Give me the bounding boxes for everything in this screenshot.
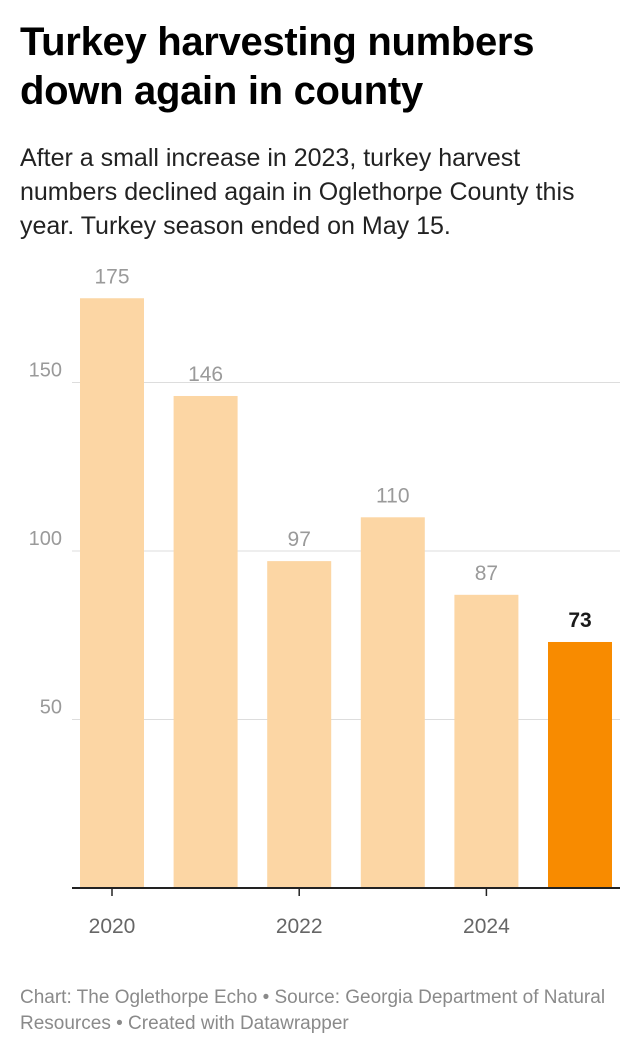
chart-footer: Chart: The Oglethorpe Echo • Source: Geo… (20, 987, 606, 1034)
chart-subtitle: After a small increase in 2023, turkey h… (20, 144, 575, 240)
y-tick-label: 50 (40, 697, 62, 719)
bar-chart: 50 100 150 175 146 97 110 87 73 2020 2022 2024 (29, 265, 620, 938)
chart-title: Turkey harvesting numbers down again in … (20, 20, 535, 113)
bar (173, 395, 238, 888)
bar-value-label: 87 (475, 562, 498, 585)
x-tick-label: 2024 (463, 915, 510, 938)
bar-value-label: 146 (188, 363, 223, 386)
bar (80, 298, 144, 888)
y-tick-label: 150 (29, 360, 62, 382)
x-tick-label: 2020 (89, 915, 136, 938)
bar-value-label: 110 (376, 484, 409, 507)
bar-value-label: 175 (94, 265, 129, 288)
bar (454, 594, 519, 888)
bar (267, 561, 332, 888)
bar-value-label: 97 (288, 528, 311, 551)
y-tick-label: 100 (29, 528, 62, 550)
x-tick-label: 2022 (276, 915, 323, 938)
bar (548, 641, 612, 888)
bar (360, 517, 425, 888)
bar-value-label: 73 (568, 609, 591, 632)
